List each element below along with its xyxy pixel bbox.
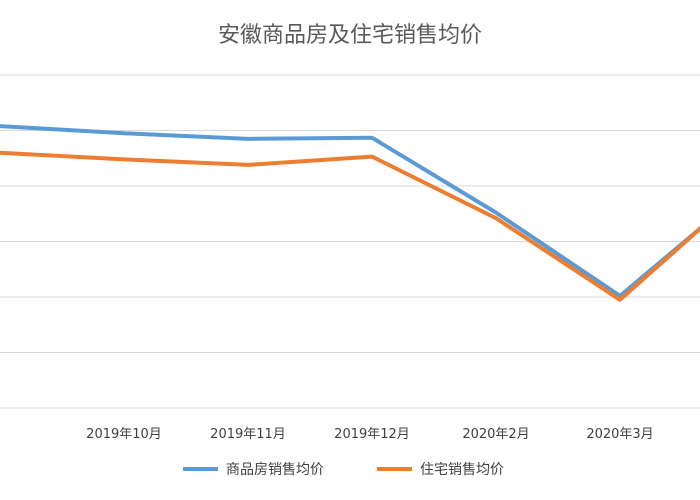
x-tick-label: 2019年10月 bbox=[86, 427, 162, 442]
x-tick-label: 2020年3月 bbox=[586, 427, 653, 442]
chart-title: 安徽商品房及住宅销售均价 bbox=[218, 23, 482, 48]
x-tick-label: 2019年12月 bbox=[334, 427, 410, 442]
legend: 商品房销售均价 住宅销售均价 bbox=[183, 462, 504, 478]
series-lines bbox=[0, 124, 700, 302]
legend-label-commercial-housing: 商品房销售均价 bbox=[226, 462, 324, 478]
x-tick-label: 2019年11月 bbox=[210, 427, 286, 442]
x-tick-label: 2020年2月 bbox=[462, 427, 529, 442]
x-axis-tick-labels: 2019年10月2019年11月2019年12月2020年2月2020年3月20… bbox=[86, 427, 654, 442]
legend-label-residential: 住宅销售均价 bbox=[420, 462, 504, 478]
series-line-commercial-housing bbox=[0, 124, 700, 298]
gridlines bbox=[0, 74, 700, 409]
